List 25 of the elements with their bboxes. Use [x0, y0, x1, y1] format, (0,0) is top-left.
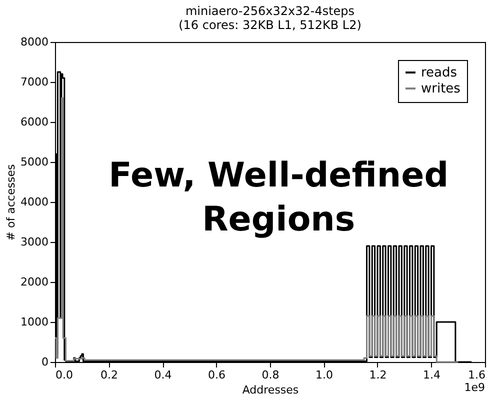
text: 1e9	[464, 381, 485, 394]
legend-label: writes	[421, 82, 461, 96]
y-tick-label: 4000	[20, 196, 48, 208]
y-tick-label: 6000	[20, 116, 48, 128]
x-axis-title: Addresses	[242, 384, 299, 396]
x-tick-label: 0.2	[100, 368, 118, 382]
x-tick-label: 0.4	[154, 368, 172, 382]
legend-label: reads	[421, 66, 458, 80]
y-axis-title: # of accesses	[4, 164, 18, 241]
y-tick-label: 0	[42, 356, 48, 368]
x-tick-label: 0.6	[208, 368, 226, 382]
chart-title: miniaero-256x32x32-4steps (16 cores: 32KB L1, 512KB L2)	[178, 4, 362, 32]
x-tick-label: 1.0	[316, 368, 333, 382]
x-tick-label: 0.0	[56, 368, 73, 382]
x-tick-label: 1.2	[369, 368, 387, 382]
y-tick-label: 2000	[20, 276, 48, 288]
x-tick-label: 0.8	[262, 368, 280, 382]
y-tick-label: 3000	[20, 236, 48, 248]
y-tick-label: 5000	[20, 156, 48, 168]
y-tick-label: 1000	[20, 316, 48, 328]
y-tick-label: 7000	[20, 76, 48, 88]
y-tick-label: 8000	[20, 36, 48, 48]
x-tick-label: 1.4	[423, 368, 440, 382]
x-tick-label: 1.6	[468, 368, 486, 382]
annotation: Few, Well-defined Regions	[108, 155, 449, 240]
